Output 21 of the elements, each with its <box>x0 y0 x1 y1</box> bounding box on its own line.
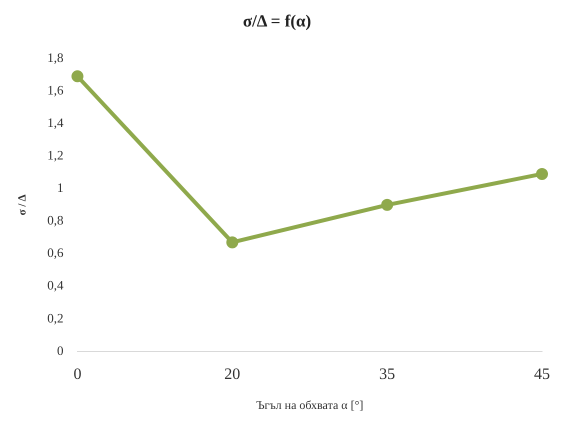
y-tick-label: 1,4 <box>47 114 64 130</box>
point <box>226 236 238 248</box>
y-axis-title: σ / Δ <box>16 194 28 216</box>
y-tick-label: 0,4 <box>47 278 64 293</box>
point <box>536 168 548 180</box>
y-tick-label: 1,8 <box>47 50 64 65</box>
x-tick-label: 35 <box>379 366 396 384</box>
y-tick-label: 0,6 <box>47 245 64 260</box>
chart-title: σ/Δ = f(α) <box>242 12 312 31</box>
x-tick-label: 45 <box>534 366 550 384</box>
x-tick-label: 0 <box>73 366 82 384</box>
y-tick-label: 0,2 <box>47 310 64 326</box>
x-tick-label: 20 <box>224 366 240 384</box>
y-tick-label: 0,8 <box>47 212 64 228</box>
point <box>381 198 394 211</box>
y-tick-label: 0 <box>56 342 64 358</box>
y-tick-label: 1,6 <box>47 82 64 98</box>
x-axis-title: Ъгъл на обхвата α [°] <box>256 398 364 412</box>
point <box>71 70 84 82</box>
y-tick-label: 1 <box>56 180 64 196</box>
y-tick-label: 1,2 <box>47 147 64 162</box>
